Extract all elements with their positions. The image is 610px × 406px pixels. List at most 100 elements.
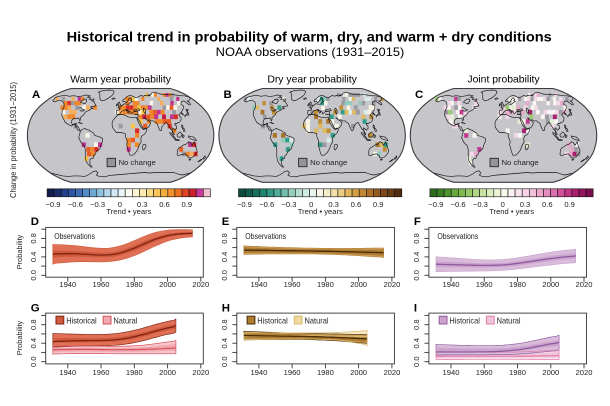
svg-text:Trend • years: Trend • years [489, 207, 534, 216]
svg-text:Historical: Historical [66, 317, 97, 326]
svg-text:Historical: Historical [449, 317, 480, 326]
svg-text:G: G [31, 302, 40, 314]
svg-text:−0.9: −0.9 [237, 200, 252, 209]
svg-text:−0.3: −0.3 [473, 200, 488, 209]
svg-text:1980: 1980 [509, 368, 526, 377]
svg-text:0.8: 0.8 [220, 319, 229, 330]
svg-text:Probability: Probability [15, 320, 24, 355]
svg-text:0.4: 0.4 [220, 252, 229, 263]
svg-text:0.0: 0.0 [412, 356, 421, 367]
svg-text:1940: 1940 [250, 368, 267, 377]
svg-text:Natural: Natural [497, 317, 521, 326]
svg-text:1940: 1940 [250, 280, 267, 289]
svg-text:2000: 2000 [542, 280, 559, 289]
svg-text:0.9: 0.9 [182, 200, 193, 209]
svg-text:Joint probability: Joint probability [467, 75, 540, 86]
svg-text:0.0: 0.0 [29, 270, 38, 281]
svg-text:1960: 1960 [284, 280, 301, 289]
svg-text:0.3: 0.3 [328, 200, 339, 209]
svg-text:1980: 1980 [509, 280, 526, 289]
svg-text:−0.6: −0.6 [68, 200, 83, 209]
svg-text:0.0: 0.0 [220, 270, 229, 281]
svg-text:0.4: 0.4 [29, 252, 38, 263]
svg-text:Warm year probability: Warm year probability [70, 75, 171, 86]
svg-text:Natural: Natural [113, 317, 137, 326]
svg-text:0.8: 0.8 [29, 319, 38, 330]
svg-text:2000: 2000 [159, 280, 176, 289]
svg-text:0.4: 0.4 [220, 338, 229, 349]
svg-text:−0.9: −0.9 [428, 200, 443, 209]
svg-text:Dry year probability: Dry year probability [267, 75, 357, 86]
svg-text:2020: 2020 [383, 368, 400, 377]
svg-text:Trend • years: Trend • years [298, 207, 343, 216]
svg-text:B: B [224, 89, 232, 101]
svg-text:0.6: 0.6 [159, 200, 170, 209]
svg-text:1960: 1960 [93, 280, 110, 289]
svg-text:0.4: 0.4 [29, 338, 38, 349]
svg-text:No change: No change [502, 158, 539, 167]
svg-text:1940: 1940 [443, 280, 460, 289]
svg-text:−0.6: −0.6 [451, 200, 466, 209]
svg-text:0: 0 [309, 200, 313, 209]
svg-text:1980: 1980 [126, 368, 143, 377]
svg-text:2020: 2020 [576, 368, 593, 377]
svg-text:0: 0 [118, 200, 122, 209]
svg-text:0.0: 0.0 [412, 270, 421, 281]
svg-text:Observations: Observations [437, 232, 478, 241]
svg-text:0.9: 0.9 [373, 200, 384, 209]
svg-text:C: C [415, 89, 423, 101]
svg-text:Historical trend in probabilit: Historical trend in probability of warm,… [67, 29, 552, 45]
svg-text:1960: 1960 [93, 368, 110, 377]
svg-text:I: I [414, 302, 417, 314]
svg-text:2000: 2000 [159, 368, 176, 377]
svg-text:0.8: 0.8 [29, 233, 38, 244]
svg-text:1940: 1940 [59, 280, 76, 289]
svg-text:2020: 2020 [576, 280, 593, 289]
svg-text:0.3: 0.3 [520, 200, 531, 209]
svg-text:No change: No change [119, 158, 156, 167]
svg-text:−0.6: −0.6 [259, 200, 274, 209]
svg-text:0.8: 0.8 [220, 233, 229, 244]
svg-text:F: F [414, 216, 421, 228]
svg-text:Change in probability (1931−20: Change in probability (1931−2015) [9, 82, 18, 198]
svg-text:−0.3: −0.3 [90, 200, 105, 209]
svg-text:Historical: Historical [257, 317, 288, 326]
svg-text:H: H [222, 302, 230, 314]
svg-text:Observations: Observations [54, 232, 95, 241]
svg-text:1960: 1960 [284, 368, 301, 377]
svg-text:1980: 1980 [317, 368, 334, 377]
svg-text:1960: 1960 [476, 368, 493, 377]
svg-text:Observations: Observations [245, 232, 286, 241]
svg-text:0.0: 0.0 [29, 356, 38, 367]
svg-text:0.4: 0.4 [412, 252, 421, 263]
svg-text:2000: 2000 [350, 280, 367, 289]
svg-text:0.4: 0.4 [412, 338, 421, 349]
svg-text:Natural: Natural [305, 317, 329, 326]
svg-text:NOAA observations (1931–2015): NOAA observations (1931–2015) [216, 46, 405, 59]
svg-text:−0.9: −0.9 [46, 200, 61, 209]
svg-text:Trend • years: Trend • years [106, 207, 151, 216]
svg-text:2000: 2000 [542, 368, 559, 377]
svg-text:2020: 2020 [192, 280, 209, 289]
svg-text:0.8: 0.8 [412, 233, 421, 244]
svg-text:1940: 1940 [59, 368, 76, 377]
svg-text:−0.3: −0.3 [282, 200, 297, 209]
svg-text:2020: 2020 [192, 368, 209, 377]
svg-text:0.0: 0.0 [220, 356, 229, 367]
svg-text:A: A [32, 89, 40, 101]
svg-text:No change: No change [310, 158, 347, 167]
svg-text:0.6: 0.6 [351, 200, 362, 209]
svg-text:0.9: 0.9 [564, 200, 575, 209]
svg-text:0.6: 0.6 [542, 200, 553, 209]
svg-text:0.8: 0.8 [412, 319, 421, 330]
svg-text:1980: 1980 [126, 280, 143, 289]
svg-text:D: D [31, 216, 39, 228]
svg-text:2020: 2020 [383, 280, 400, 289]
svg-text:1940: 1940 [443, 368, 460, 377]
svg-text:1960: 1960 [476, 280, 493, 289]
svg-text:0: 0 [501, 200, 505, 209]
svg-text:2000: 2000 [350, 368, 367, 377]
svg-text:E: E [222, 216, 230, 228]
svg-text:0.3: 0.3 [137, 200, 148, 209]
svg-text:Probability: Probability [15, 234, 24, 269]
